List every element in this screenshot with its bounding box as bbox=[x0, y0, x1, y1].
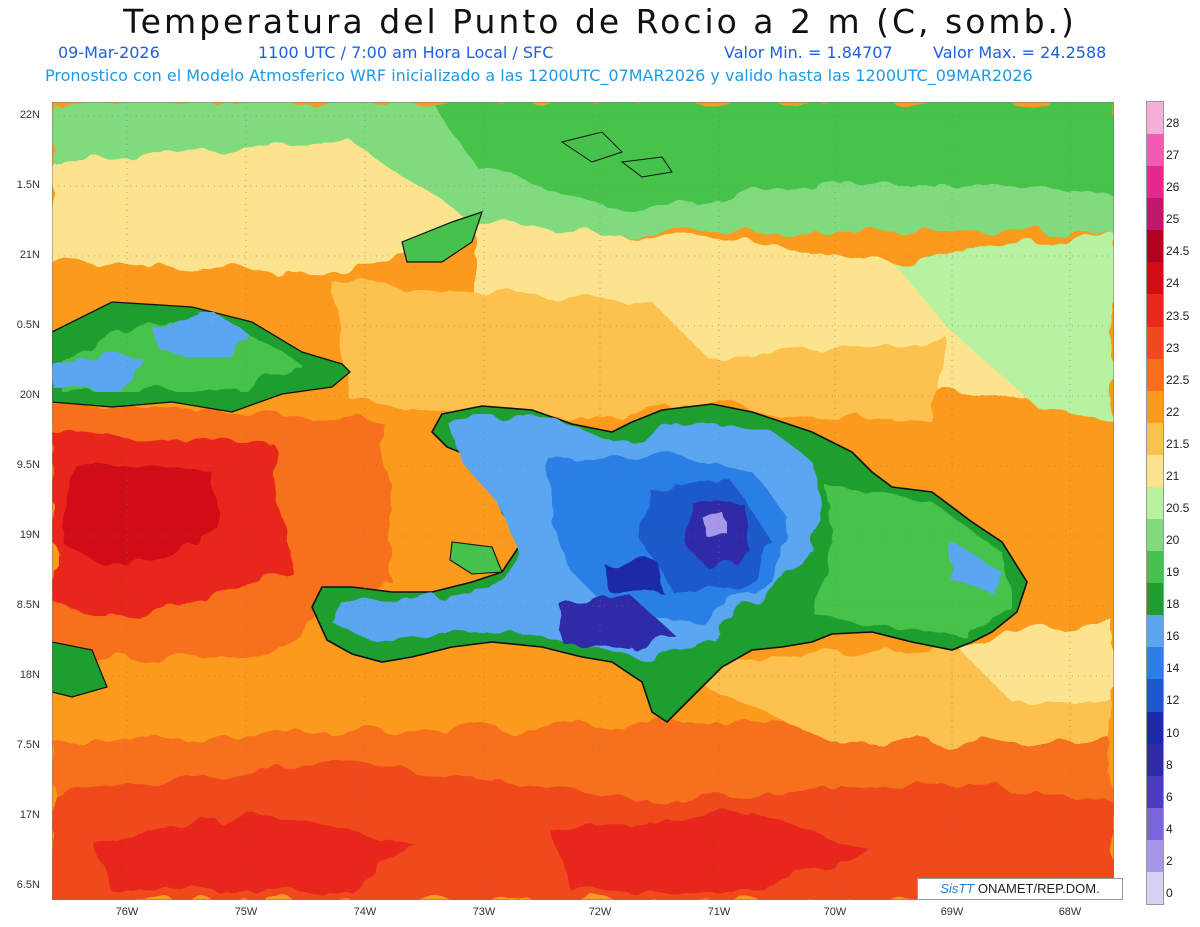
colorbar-label: 20.5 bbox=[1166, 501, 1190, 515]
lat-label: 8.5N bbox=[16, 599, 40, 611]
colorbar-swatch bbox=[1147, 647, 1163, 680]
forecast-date: 09-Mar-2026 bbox=[58, 43, 160, 62]
lon-label: 69W bbox=[940, 906, 964, 918]
lat-label: 1.5N bbox=[16, 179, 40, 191]
colorbar-label: 6 bbox=[1166, 789, 1173, 804]
lat-label: 21N bbox=[19, 249, 40, 261]
colorbar-label: 28 bbox=[1166, 116, 1180, 131]
colorbar-label: 22 bbox=[1166, 404, 1180, 419]
lat-label: 18N bbox=[19, 669, 40, 681]
colorbar-swatch bbox=[1147, 134, 1163, 167]
value-min: Valor Min. = 1.84707 bbox=[724, 43, 893, 62]
colorbar-label: 20 bbox=[1166, 533, 1180, 548]
colorbar-swatch bbox=[1147, 486, 1163, 520]
colorbar-swatch bbox=[1147, 230, 1163, 263]
colorbar-swatch bbox=[1147, 775, 1163, 809]
colorbar-swatch bbox=[1147, 422, 1163, 456]
colorbar-swatch bbox=[1147, 166, 1163, 199]
colorbar-label: 0 bbox=[1166, 885, 1173, 900]
lon-label: 75W bbox=[234, 906, 258, 918]
colorbar-swatch bbox=[1147, 390, 1163, 424]
forecast-time: 1100 UTC / 7:00 am Hora Local / SFC bbox=[258, 43, 554, 62]
lat-label: 17N bbox=[19, 809, 40, 821]
colorbar-swatch bbox=[1147, 519, 1163, 552]
credit-brand: SisTT bbox=[940, 881, 975, 896]
dew-point-map bbox=[52, 102, 1114, 900]
colorbar-label: 18 bbox=[1166, 597, 1180, 612]
credit-box: SisTT ONAMET/REP.DOM. bbox=[917, 878, 1123, 900]
colorbar-label: 16 bbox=[1166, 629, 1180, 644]
colorbar-swatch bbox=[1147, 198, 1163, 231]
colorbar-label: 24.5 bbox=[1166, 244, 1190, 259]
colorbar-label: 22.5 bbox=[1166, 372, 1190, 387]
colorbar-label: 23 bbox=[1166, 340, 1180, 355]
colorbar-swatch bbox=[1147, 583, 1163, 616]
colorbar-swatch bbox=[1147, 294, 1163, 328]
colorbar bbox=[1146, 101, 1164, 905]
colorbar-swatch bbox=[1147, 262, 1163, 295]
colorbar-swatch bbox=[1147, 807, 1163, 841]
lon-label: 76W bbox=[115, 906, 139, 918]
colorbar-label: 24 bbox=[1166, 276, 1180, 291]
lat-label: 7.5N bbox=[16, 739, 40, 751]
colorbar-label: 21 bbox=[1166, 468, 1180, 483]
colorbar-swatch bbox=[1147, 679, 1163, 713]
colorbar-swatch bbox=[1147, 871, 1163, 905]
colorbar-swatch bbox=[1147, 454, 1163, 488]
colorbar-label: 23.5 bbox=[1166, 308, 1190, 323]
colorbar-label: 25 bbox=[1166, 212, 1180, 227]
colorbar-label: 21.5 bbox=[1166, 436, 1190, 451]
lon-label: 72W bbox=[588, 906, 612, 918]
colorbar-label: 2 bbox=[1166, 853, 1173, 868]
lat-label: 20N bbox=[19, 389, 40, 401]
colorbar-swatch bbox=[1147, 615, 1163, 648]
lon-label: 73W bbox=[472, 906, 496, 918]
colorbar-swatch bbox=[1147, 839, 1163, 873]
value-max: Valor Max. = 24.2588 bbox=[933, 43, 1107, 62]
lon-label: 70W bbox=[823, 906, 847, 918]
colorbar-label: 19 bbox=[1166, 565, 1180, 580]
lat-label: 0.5N bbox=[16, 319, 40, 331]
colorbar-label: 14 bbox=[1166, 661, 1180, 676]
model-info: Pronostico con el Modelo Atmosferico WRF… bbox=[45, 66, 1033, 85]
lat-label: 6.5N bbox=[16, 879, 40, 891]
colorbar-label: 10 bbox=[1166, 725, 1180, 740]
lat-label: 22N bbox=[19, 109, 40, 121]
lat-label: 9.5N bbox=[16, 459, 40, 471]
colorbar-label: 27 bbox=[1166, 148, 1180, 163]
colorbar-label: 8 bbox=[1166, 757, 1173, 772]
colorbar-label: 12 bbox=[1166, 693, 1180, 708]
lon-label: 74W bbox=[353, 906, 377, 918]
colorbar-swatch bbox=[1147, 551, 1163, 584]
lon-label: 71W bbox=[707, 906, 731, 918]
colorbar-label: 26 bbox=[1166, 180, 1180, 195]
map-title: Temperatura del Punto de Rocio a 2 m (C,… bbox=[123, 2, 1077, 41]
colorbar-swatch bbox=[1147, 358, 1163, 392]
credit-text: ONAMET/REP.DOM. bbox=[974, 881, 1100, 896]
lon-label: 68W bbox=[1058, 906, 1082, 918]
colorbar-swatch bbox=[1147, 326, 1163, 360]
lat-label: 19N bbox=[19, 529, 40, 541]
colorbar-swatch bbox=[1147, 102, 1163, 135]
colorbar-swatch bbox=[1147, 711, 1163, 745]
colorbar-label: 4 bbox=[1166, 821, 1173, 836]
colorbar-swatch bbox=[1147, 743, 1163, 777]
